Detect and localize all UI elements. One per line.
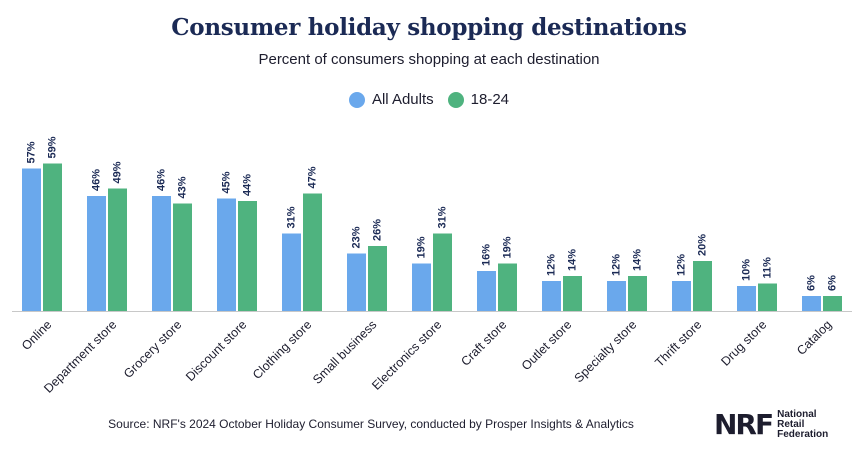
value-label: 46% [155, 169, 167, 191]
legend-label-all-adults: All Adults [371, 91, 434, 108]
value-label: 31% [436, 206, 448, 228]
category-label: Outlet store [519, 318, 575, 374]
value-label: 20% [696, 234, 708, 256]
value-label: 46% [90, 169, 102, 191]
value-label: 16% [480, 244, 492, 266]
legend-label-18-24: 18-24 [470, 91, 510, 108]
bar-all-adults [22, 168, 41, 311]
value-label: 19% [501, 236, 513, 258]
legend-swatch-18-24 [447, 91, 464, 108]
logo-line-1: National [777, 409, 817, 420]
source-note: Source: NRF's 2024 October Holiday Consu… [108, 417, 634, 431]
value-label: 12% [610, 254, 622, 276]
bar-all-adults [607, 281, 626, 311]
value-label: 31% [285, 206, 297, 228]
nrf-logo: NRF National Retail Federation [714, 410, 828, 440]
value-label: 14% [631, 249, 643, 271]
bar-all-adults [347, 253, 366, 311]
value-label: 57% [25, 141, 37, 163]
bar-all-adults [542, 281, 561, 311]
bar-all-adults [477, 271, 496, 311]
bar-18-24 [173, 203, 192, 311]
bar-all-adults [672, 281, 691, 311]
value-label: 47% [306, 166, 318, 188]
value-label: 10% [740, 259, 752, 281]
value-label: 59% [46, 136, 58, 158]
legend-item-all-adults: All Adults [348, 91, 434, 108]
value-label: 12% [545, 254, 557, 276]
value-label: 43% [176, 176, 188, 198]
value-label: 44% [241, 174, 253, 196]
bar-all-adults [737, 286, 756, 311]
value-label: 45% [220, 171, 232, 193]
bar-all-adults [87, 196, 106, 311]
value-label: 26% [371, 219, 383, 241]
bar-18-24 [498, 263, 517, 311]
chart-subtitle: Percent of consumers shopping at each de… [258, 51, 600, 68]
category-label: Online [19, 318, 54, 353]
value-label: 12% [675, 254, 687, 276]
bar-all-adults [282, 233, 301, 311]
bar-18-24 [563, 276, 582, 311]
logo-line-3: Federation [777, 429, 829, 440]
legend-swatch-all-adults [348, 91, 365, 108]
logo-mark: NRF [714, 408, 774, 441]
category-label: Department store [41, 318, 119, 396]
category-label: Small business [310, 318, 379, 387]
bar-18-24 [433, 233, 452, 311]
bar-all-adults [217, 198, 236, 311]
value-label: 49% [111, 161, 123, 183]
category-label: Discount store [183, 318, 249, 384]
value-label: 14% [566, 249, 578, 271]
bar-all-adults [152, 196, 171, 311]
chart-title: Consumer holiday shopping destinations [171, 14, 687, 41]
bar-all-adults [802, 296, 821, 311]
value-label: 11% [761, 257, 773, 279]
legend-item-18-24: 18-24 [447, 91, 510, 108]
category-label: Catalog [794, 318, 834, 358]
bar-18-24 [43, 163, 62, 311]
category-label: Grocery store [121, 318, 184, 381]
logo-wordmark: National Retail Federation [777, 410, 828, 440]
chart-legend: All Adults 18-24 [0, 91, 858, 108]
bar-18-24 [758, 283, 777, 311]
category-label: Clothing store [250, 318, 314, 382]
bar-18-24 [628, 276, 647, 311]
category-label: Thrift store [652, 318, 704, 370]
category-label: Drug store [718, 318, 769, 369]
value-label: 19% [415, 236, 427, 258]
bar-18-24 [238, 201, 257, 311]
value-label: 6% [805, 275, 817, 291]
bar-18-24 [823, 296, 842, 311]
value-label: 6% [826, 275, 838, 291]
bar-18-24 [693, 261, 712, 311]
value-label: 23% [350, 226, 362, 248]
category-label: Specialty store [572, 318, 640, 386]
bar-18-24 [108, 188, 127, 311]
bar-18-24 [303, 193, 322, 311]
logo-line-2: Retail [777, 419, 805, 430]
category-label: Craft store [458, 318, 509, 369]
bar-all-adults [412, 263, 431, 311]
category-label: Electronics store [369, 318, 444, 393]
bar-18-24 [368, 246, 387, 311]
